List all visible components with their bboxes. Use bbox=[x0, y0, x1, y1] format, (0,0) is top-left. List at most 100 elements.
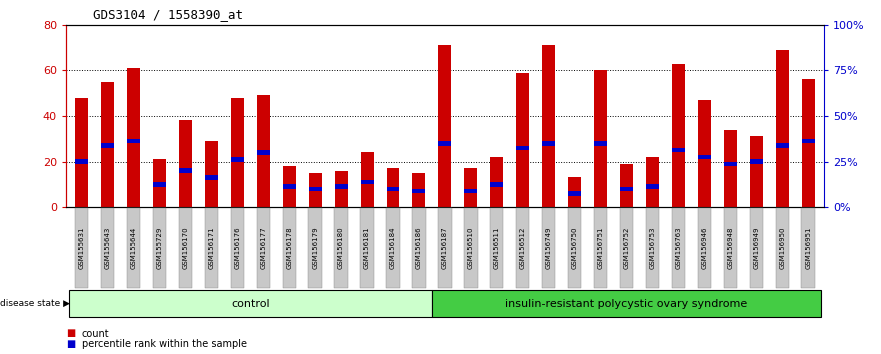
Bar bbox=[594, 141, 607, 145]
FancyBboxPatch shape bbox=[723, 208, 737, 288]
Text: GSM156181: GSM156181 bbox=[364, 227, 370, 269]
Bar bbox=[153, 182, 166, 187]
Text: GSM156948: GSM156948 bbox=[728, 227, 733, 269]
Bar bbox=[179, 169, 192, 173]
Bar bbox=[802, 79, 815, 207]
FancyBboxPatch shape bbox=[775, 208, 788, 288]
Bar bbox=[387, 169, 399, 207]
FancyBboxPatch shape bbox=[231, 208, 244, 288]
Bar bbox=[542, 45, 555, 207]
Bar bbox=[101, 82, 114, 207]
Bar bbox=[672, 148, 685, 152]
FancyBboxPatch shape bbox=[387, 208, 400, 288]
Bar bbox=[750, 159, 763, 164]
Bar bbox=[412, 189, 426, 193]
Bar bbox=[516, 73, 529, 207]
Text: GSM156180: GSM156180 bbox=[338, 227, 344, 269]
FancyBboxPatch shape bbox=[432, 290, 821, 318]
Bar bbox=[464, 189, 478, 193]
FancyBboxPatch shape bbox=[75, 208, 88, 288]
Bar bbox=[205, 141, 218, 207]
FancyBboxPatch shape bbox=[750, 208, 763, 288]
Text: GSM156512: GSM156512 bbox=[520, 227, 526, 269]
Bar bbox=[594, 70, 607, 207]
Text: GSM156950: GSM156950 bbox=[779, 227, 785, 269]
Bar bbox=[646, 157, 659, 207]
FancyBboxPatch shape bbox=[308, 208, 322, 288]
Text: insulin-resistant polycystic ovary syndrome: insulin-resistant polycystic ovary syndr… bbox=[506, 298, 748, 309]
FancyBboxPatch shape bbox=[204, 208, 218, 288]
Bar bbox=[75, 98, 88, 207]
FancyBboxPatch shape bbox=[620, 208, 633, 288]
Text: percentile rank within the sample: percentile rank within the sample bbox=[82, 339, 247, 349]
Text: GSM156752: GSM156752 bbox=[624, 227, 630, 269]
Bar bbox=[335, 171, 348, 207]
Text: GSM156751: GSM156751 bbox=[597, 227, 603, 269]
FancyBboxPatch shape bbox=[69, 290, 432, 318]
Bar bbox=[153, 159, 166, 207]
Bar bbox=[646, 184, 659, 189]
FancyBboxPatch shape bbox=[438, 208, 452, 288]
FancyBboxPatch shape bbox=[464, 208, 478, 288]
FancyBboxPatch shape bbox=[568, 208, 581, 288]
Text: GSM156177: GSM156177 bbox=[260, 227, 266, 269]
Bar bbox=[672, 63, 685, 207]
Bar bbox=[205, 175, 218, 180]
Bar bbox=[620, 187, 633, 191]
Text: GSM156184: GSM156184 bbox=[390, 227, 396, 269]
Bar bbox=[231, 98, 244, 207]
Text: disease state ▶: disease state ▶ bbox=[0, 299, 70, 308]
Bar bbox=[439, 45, 451, 207]
Text: control: control bbox=[231, 298, 270, 309]
Bar bbox=[360, 152, 374, 207]
Text: ■: ■ bbox=[66, 339, 75, 349]
Bar bbox=[724, 130, 737, 207]
Bar bbox=[256, 150, 270, 155]
Bar bbox=[231, 157, 244, 161]
Text: GSM156753: GSM156753 bbox=[649, 227, 655, 269]
Text: GSM156176: GSM156176 bbox=[234, 227, 241, 269]
Text: GSM156511: GSM156511 bbox=[493, 227, 500, 269]
Text: GSM155644: GSM155644 bbox=[130, 227, 137, 269]
Text: GSM155631: GSM155631 bbox=[78, 227, 85, 269]
Text: GSM156170: GSM156170 bbox=[182, 227, 189, 269]
Text: GSM156749: GSM156749 bbox=[545, 227, 552, 269]
FancyBboxPatch shape bbox=[516, 208, 529, 288]
Bar bbox=[439, 141, 451, 145]
Bar bbox=[776, 50, 788, 207]
Bar bbox=[568, 191, 581, 196]
Bar bbox=[750, 136, 763, 207]
FancyBboxPatch shape bbox=[101, 208, 115, 288]
FancyBboxPatch shape bbox=[360, 208, 374, 288]
FancyBboxPatch shape bbox=[594, 208, 607, 288]
Bar bbox=[464, 169, 478, 207]
FancyBboxPatch shape bbox=[802, 208, 815, 288]
Text: GSM156187: GSM156187 bbox=[442, 227, 448, 269]
Bar bbox=[724, 161, 737, 166]
Text: GSM156171: GSM156171 bbox=[209, 227, 214, 269]
Bar bbox=[360, 180, 374, 184]
Bar bbox=[542, 141, 555, 145]
Text: GSM156179: GSM156179 bbox=[312, 227, 318, 269]
FancyBboxPatch shape bbox=[127, 208, 140, 288]
Bar bbox=[568, 177, 581, 207]
Text: GSM156178: GSM156178 bbox=[286, 227, 292, 269]
FancyBboxPatch shape bbox=[256, 208, 270, 288]
FancyBboxPatch shape bbox=[646, 208, 659, 288]
Text: GSM156186: GSM156186 bbox=[416, 227, 422, 269]
Bar bbox=[101, 143, 114, 148]
Bar bbox=[387, 187, 399, 191]
Bar bbox=[75, 159, 88, 164]
Bar bbox=[335, 184, 348, 189]
Bar bbox=[283, 184, 296, 189]
Bar bbox=[412, 173, 426, 207]
Text: GSM156763: GSM156763 bbox=[676, 227, 681, 269]
Bar bbox=[308, 187, 322, 191]
Bar bbox=[802, 139, 815, 143]
Text: GSM155729: GSM155729 bbox=[157, 227, 162, 269]
FancyBboxPatch shape bbox=[412, 208, 426, 288]
Bar bbox=[308, 173, 322, 207]
FancyBboxPatch shape bbox=[335, 208, 348, 288]
FancyBboxPatch shape bbox=[542, 208, 555, 288]
Bar bbox=[256, 96, 270, 207]
